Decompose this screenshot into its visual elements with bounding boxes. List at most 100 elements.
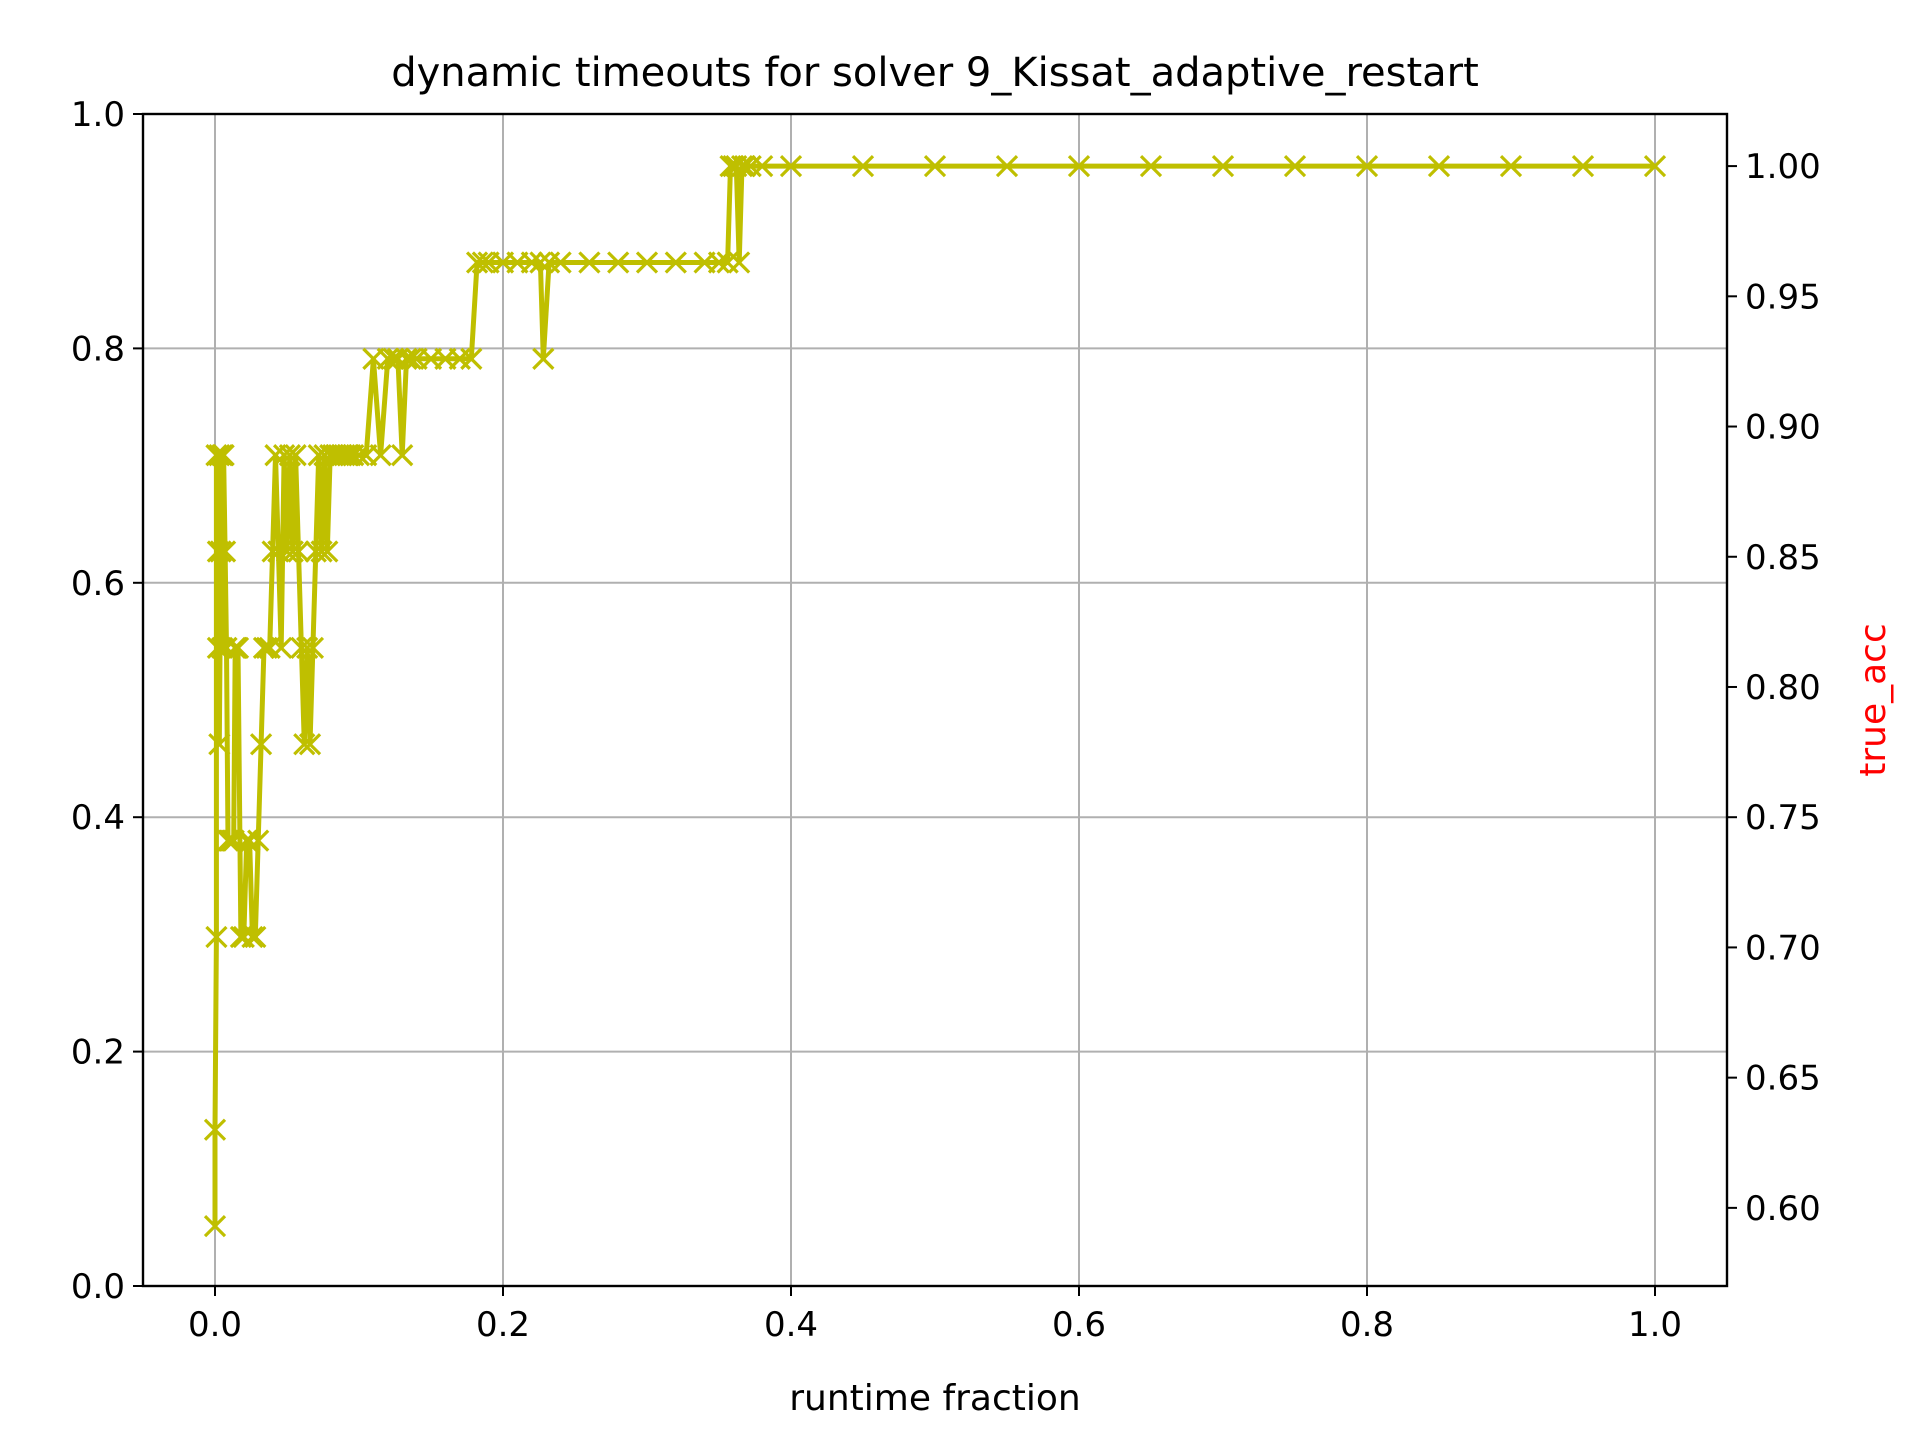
marker-stroke [1499, 154, 1523, 178]
y2-tick-label: 0.85 [1745, 538, 1821, 578]
data-point [213, 540, 237, 563]
marker-stroke [851, 154, 875, 178]
marker-stroke [399, 347, 422, 370]
data-point [1643, 154, 1667, 178]
marker-stroke [226, 636, 250, 660]
grid [143, 113, 1727, 1287]
data-point [298, 733, 322, 756]
data-point [1283, 154, 1307, 178]
data-point [578, 251, 601, 274]
data-point [212, 444, 235, 467]
marker-stroke [339, 444, 362, 467]
data-point [238, 829, 261, 852]
marker-stroke [728, 251, 751, 274]
marker-stroke [1067, 154, 1091, 178]
marker-stroke [347, 444, 371, 467]
marker-stroke [471, 251, 494, 274]
y2-tick-label: 0.80 [1745, 668, 1821, 708]
data-point [1355, 154, 1379, 178]
marker-stroke [281, 540, 304, 563]
data-point [208, 444, 231, 467]
data-point [284, 444, 307, 467]
marker-stroke [301, 636, 325, 660]
marker-stroke [520, 251, 543, 274]
marker-stroke [1283, 154, 1307, 178]
data-point [209, 540, 232, 563]
data-point [226, 636, 250, 660]
x-tick-label: 0.4 [764, 1305, 818, 1345]
marker-stroke [287, 540, 310, 563]
data-point [206, 636, 230, 660]
marker-stroke [730, 154, 754, 178]
data-point [471, 251, 494, 274]
marker-stroke [238, 829, 261, 852]
marker-stroke [369, 444, 392, 467]
data-point [923, 154, 947, 178]
marker-stroke [1427, 154, 1451, 178]
marker-stroke [205, 925, 228, 949]
data-point [1571, 154, 1595, 178]
marker-stroke [241, 925, 264, 949]
marker-stroke [779, 154, 803, 178]
marker-stroke [270, 636, 293, 660]
marker-stroke [293, 733, 316, 756]
marker-stroke [549, 251, 572, 274]
data-point [206, 540, 230, 563]
marker-stroke [244, 925, 267, 949]
marker-stroke [208, 444, 231, 467]
data-point [851, 154, 875, 178]
data-point [995, 154, 1019, 178]
y2-tick-label: 0.90 [1745, 408, 1821, 448]
y2-tick-label: 0.65 [1745, 1059, 1821, 1099]
marker-stroke [249, 733, 273, 756]
y2-tick-label: 0.60 [1745, 1189, 1821, 1229]
data-point [664, 251, 687, 274]
marker-stroke [1139, 154, 1163, 178]
marker-stroke [460, 347, 483, 370]
marker-stroke [296, 636, 319, 660]
data-point [278, 444, 302, 467]
data-point [205, 925, 228, 949]
marker-stroke [578, 251, 601, 274]
marker-stroke [209, 540, 232, 563]
marker-stroke [212, 444, 235, 467]
marker-stroke [664, 251, 687, 274]
data-point [399, 347, 422, 370]
marker-stroke [529, 251, 552, 274]
data-point [779, 154, 803, 178]
y2-tick-label: 0.75 [1745, 798, 1821, 838]
x-tick-label: 1.0 [1628, 1305, 1682, 1345]
marker-stroke [395, 347, 418, 370]
marker-stroke [208, 733, 231, 756]
data-point [249, 733, 273, 756]
data-point [203, 1118, 227, 1141]
marker-stroke [751, 154, 774, 178]
y-tick-label: 0.6 [71, 564, 125, 604]
marker-stroke [213, 540, 237, 563]
y-tick-label: 1.0 [71, 95, 125, 135]
marker-stroke [206, 540, 230, 563]
data-point [247, 829, 270, 852]
data-point [1067, 154, 1091, 178]
y-tick-label: 0.8 [71, 329, 125, 369]
plot-frame [141, 112, 1729, 1288]
series-layer [203, 154, 1667, 1238]
data-point [733, 154, 757, 178]
data-point [460, 347, 483, 370]
y2-tick-label: 0.70 [1745, 928, 1821, 968]
data-point [391, 444, 414, 467]
marker-stroke [247, 829, 270, 852]
y-tick-label: 0.4 [71, 798, 125, 838]
marker-stroke [310, 540, 333, 563]
data-point [369, 444, 392, 467]
marker-stroke [252, 636, 276, 660]
marker-stroke [923, 154, 947, 178]
data-point [205, 444, 228, 467]
data-point [316, 540, 339, 563]
marker-stroke [203, 1118, 227, 1141]
data-point [635, 251, 659, 274]
data-point [529, 251, 552, 274]
data-point [1139, 154, 1163, 178]
data-point [310, 540, 333, 563]
data-point [293, 733, 316, 756]
